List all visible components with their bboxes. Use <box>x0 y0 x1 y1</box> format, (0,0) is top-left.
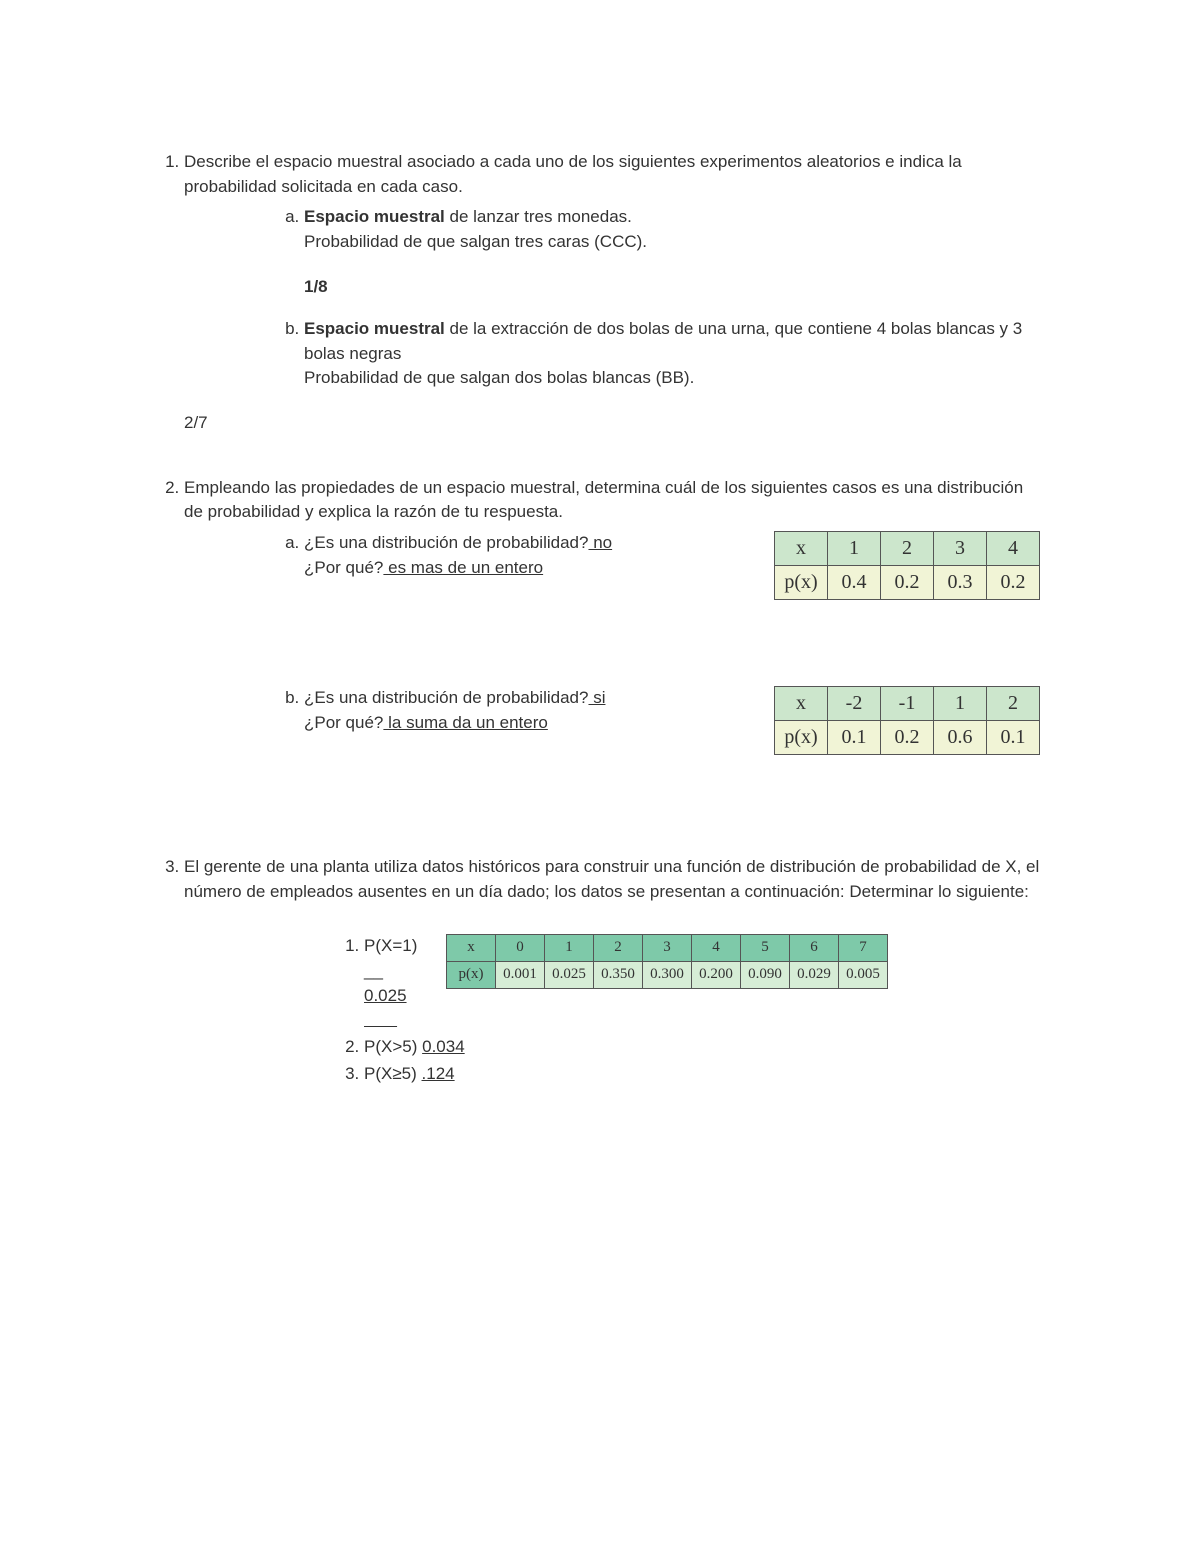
cell: x <box>775 687 828 721</box>
cell: 0.2 <box>881 721 934 755</box>
table-row: p(x) 0.1 0.2 0.6 0.1 <box>775 721 1040 755</box>
cell: 0.1 <box>828 721 881 755</box>
q2-b-whya: la suma da un entero <box>383 713 547 732</box>
cell: 0 <box>496 935 545 962</box>
q2-a-whya: es mas de un entero <box>383 558 543 577</box>
q3-sub1-label: P(X=1) __ <box>364 936 417 980</box>
q1-a-prob: Probabilidad de que salgan tres caras (C… <box>304 232 647 251</box>
q2-sublist: ¿Es una distribución de probabilidad? no… <box>184 531 1040 600</box>
q3-sub2-ans: 0.034 <box>422 1037 465 1056</box>
q1-a-bold: Espacio muestral <box>304 207 445 226</box>
cell: 1 <box>828 532 881 566</box>
cell: 0.4 <box>828 566 881 600</box>
cell: 6 <box>790 935 839 962</box>
q1-a-answer: 1/8 <box>304 275 1040 300</box>
q1-b-prob: Probabilidad de que salgan dos bolas bla… <box>304 368 694 387</box>
table-row: p(x) 0.4 0.2 0.3 0.2 <box>775 566 1040 600</box>
table-row: p(x) 0.001 0.025 0.350 0.300 0.200 0.090… <box>447 962 888 989</box>
cell: -1 <box>881 687 934 721</box>
cell: 3 <box>643 935 692 962</box>
cell: 0.025 <box>545 962 594 989</box>
question-3: El gerente de una planta utiliza datos h… <box>184 855 1040 1086</box>
q3-sub3-label: P(X≥5) <box>364 1064 422 1083</box>
q1-b: Espacio muestral de la extracción de dos… <box>304 317 1040 391</box>
cell: 5 <box>741 935 790 962</box>
q2-sublist-b: ¿Es una distribución de probabilidad? si… <box>184 686 1040 755</box>
table-row: x -2 -1 1 2 <box>775 687 1040 721</box>
cell: 0.6 <box>934 721 987 755</box>
q1-a-rest: de lanzar tres monedas. <box>445 207 632 226</box>
cell: x <box>447 935 496 962</box>
cell: 1 <box>934 687 987 721</box>
q3-sub1-ans: 0.025 <box>364 986 407 1005</box>
q2-text: Empleando las propiedades de un espacio … <box>184 478 1023 522</box>
q2-b: ¿Es una distribución de probabilidad? si… <box>304 686 1040 755</box>
q2-a: ¿Es una distribución de probabilidad? no… <box>304 531 1040 600</box>
cell: 0.2 <box>881 566 934 600</box>
table-row: x 0 1 2 3 4 5 6 7 <box>447 935 888 962</box>
cell: 0.1 <box>987 721 1040 755</box>
q2-a-q: ¿Es una distribución de probabilidad? <box>304 533 588 552</box>
q3-sub2: P(X>5) 0.034 <box>364 1035 1040 1060</box>
q3-sub3-ans: .124 <box>422 1064 455 1083</box>
table-row: x 1 2 3 4 <box>775 532 1040 566</box>
q2-a-table: x 1 2 3 4 p(x) 0.4 0.2 0.3 0.2 <box>774 531 1040 600</box>
q1-a: Espacio muestral de lanzar tres monedas.… <box>304 205 1040 254</box>
cell: -2 <box>828 687 881 721</box>
q2-b-ans: si <box>588 688 605 707</box>
cell: 0.350 <box>594 962 643 989</box>
cell: 0.2 <box>987 566 1040 600</box>
q1-sublist: Espacio muestral de lanzar tres monedas.… <box>184 205 1040 254</box>
q2-a-ans: no <box>588 533 612 552</box>
cell: 0.3 <box>934 566 987 600</box>
cell: 0.001 <box>496 962 545 989</box>
cell: 3 <box>934 532 987 566</box>
cell: 4 <box>987 532 1040 566</box>
cell: p(x) <box>447 962 496 989</box>
q3-sublist: P(X=1) __ 0.025 x 0 1 2 3 4 5 6 <box>184 934 1040 1086</box>
q2-b-table: x -2 -1 1 2 p(x) 0.1 0.2 0.6 0.1 <box>774 686 1040 755</box>
q3-table: x 0 1 2 3 4 5 6 7 p(x) 0.001 <box>446 934 888 989</box>
cell: 2 <box>594 935 643 962</box>
q2-b-q: ¿Es una distribución de probabilidad? <box>304 688 588 707</box>
q3-sub1: P(X=1) __ 0.025 x 0 1 2 3 4 5 6 <box>364 934 1040 1033</box>
cell: 0.090 <box>741 962 790 989</box>
question-1: Describe el espacio muestral asociado a … <box>184 150 1040 436</box>
cell: 1 <box>545 935 594 962</box>
q2-b-whyq: ¿Por qué? <box>304 713 383 732</box>
q1-b-bold: Espacio muestral <box>304 319 445 338</box>
q3-sub3: P(X≥5) .124 <box>364 1062 1040 1087</box>
q2-a-whyq: ¿Por qué? <box>304 558 383 577</box>
cell: 0.300 <box>643 962 692 989</box>
cell: x <box>775 532 828 566</box>
cell: p(x) <box>775 566 828 600</box>
question-2: Empleando las propiedades de un espacio … <box>184 476 1040 755</box>
cell: 0.200 <box>692 962 741 989</box>
q1-b-answer: 2/7 <box>184 411 1040 436</box>
cell: 4 <box>692 935 741 962</box>
q3-sub1-blank <box>364 1010 397 1029</box>
q1-text: Describe el espacio muestral asociado a … <box>184 152 962 196</box>
cell: p(x) <box>775 721 828 755</box>
cell: 0.029 <box>790 962 839 989</box>
cell: 0.005 <box>839 962 888 989</box>
cell: 2 <box>987 687 1040 721</box>
question-list: Describe el espacio muestral asociado a … <box>160 150 1040 1086</box>
cell: 2 <box>881 532 934 566</box>
cell: 7 <box>839 935 888 962</box>
q3-text: El gerente de una planta utiliza datos h… <box>184 857 1039 901</box>
q3-sub2-label: P(X>5) <box>364 1037 422 1056</box>
q1-sublist-b: Espacio muestral de la extracción de dos… <box>184 317 1040 391</box>
